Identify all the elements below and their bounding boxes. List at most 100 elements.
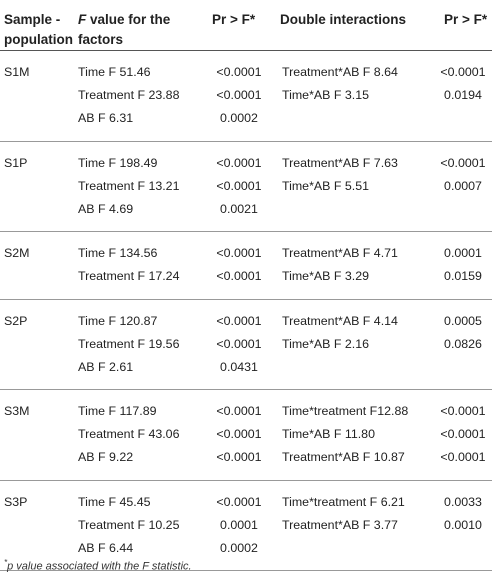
p-value-cell: <0.0001: [216, 88, 262, 102]
header-pr-f: Pr > F*: [212, 12, 256, 27]
interaction-cell: Treatment*AB F 3.77: [282, 517, 398, 532]
sample-group-s3m: S3M Time F 117.89 <0.0001 Time*treatment F1…: [0, 390, 492, 480]
table-row: S3P Time F 45.45 <0.0001 Time*treatment F 6…: [0, 480, 492, 514]
p-value-interaction-cell: [434, 198, 492, 232]
factor-cell: Time F 51.46: [78, 65, 151, 79]
header-sample-population: Sample - population: [4, 12, 73, 47]
factor-cell: AB F 9.22: [78, 450, 134, 464]
p-value-cell: <0.0001: [216, 494, 262, 509]
sample-group-s1p: S1P Time F 198.49 <0.0001 Treatment*AB F 7.…: [0, 141, 492, 232]
p-value-interaction-cell: [434, 107, 492, 141]
header-pr-f-2: Pr > F*: [444, 12, 488, 27]
sample-cell: [0, 514, 74, 537]
p-value-cell: <0.0001: [216, 450, 262, 464]
sample-cell: [0, 333, 74, 356]
p-value-cell: <0.0001: [216, 427, 262, 441]
table-row: Treatment F 13.21 <0.0001 Time*AB F 5.51 0.…: [0, 175, 492, 198]
p-value-cell: 0.0002: [220, 540, 258, 555]
p-value-interaction-cell: 0.0001: [444, 246, 482, 260]
table-row: Treatment F 23.88 <0.0001 Time*AB F 3.15 0.…: [0, 84, 492, 107]
interaction-cell: Time*AB F 11.80: [282, 427, 375, 441]
sample-group-s1m: S1M Time F 51.46 <0.0001 Treatment*AB F 8.6…: [0, 51, 492, 141]
interaction-cell: Treatment*AB F 10.87: [282, 450, 405, 464]
interaction-cell: [276, 537, 434, 571]
interaction-cell: [276, 356, 434, 390]
interaction-cell: Time*AB F 3.15: [282, 88, 369, 102]
table-row: S1M Time F 51.46 <0.0001 Treatment*AB F 8.6…: [0, 51, 492, 85]
p-value-interaction-cell: 0.0010: [444, 517, 482, 532]
table-row: Treatment F 43.06 <0.0001 Time*AB F 11.80 <…: [0, 423, 492, 446]
interaction-cell: Time*AB F 3.29: [282, 269, 369, 283]
factor-cell: Treatment F 17.24: [78, 269, 180, 283]
factor-cell: Treatment F 23.88: [78, 88, 180, 102]
factor-cell: Time F 120.87: [78, 313, 158, 328]
factor-cell: AB F 6.44: [78, 540, 134, 555]
table-row: S2M Time F 134.56 <0.0001 Treatment*AB F 4.…: [0, 232, 492, 266]
p-value-interaction-cell: 0.0033: [444, 494, 482, 509]
sample-cell: [0, 423, 74, 446]
header-double-interactions: Double interactions: [280, 12, 407, 27]
sample-cell: [0, 175, 74, 198]
p-value-interaction-cell: 0.0194: [444, 88, 482, 102]
interaction-cell: Treatment*AB F 7.63: [282, 155, 398, 170]
interaction-cell: Time*AB F 2.16: [282, 336, 369, 351]
sample-cell: [0, 446, 74, 480]
factor-cell: Time F 45.45: [78, 494, 151, 509]
table-row: Treatment F 10.25 0.0001 Treatment*AB F 3.…: [0, 514, 492, 537]
sample-cell: [0, 356, 74, 390]
interaction-cell: Time*AB F 5.51: [282, 178, 369, 193]
sample-cell: S3P: [4, 494, 28, 509]
p-value-interaction-cell: 0.0007: [444, 178, 482, 193]
sample-cell: S3M: [4, 404, 30, 418]
p-value-cell: <0.0001: [216, 65, 262, 79]
sample-cell: [0, 107, 74, 141]
p-value-interaction-cell: <0.0001: [440, 155, 486, 170]
p-value-cell: <0.0001: [216, 178, 262, 193]
p-value-cell: <0.0001: [216, 336, 262, 351]
table-row: Treatment F 17.24 <0.0001 Time*AB F 3.29 0.…: [0, 265, 492, 299]
sample-cell: [0, 198, 74, 232]
sample-cell: S2M: [4, 246, 30, 260]
p-value-interaction-cell: [434, 356, 492, 390]
table-row: S1P Time F 198.49 <0.0001 Treatment*AB F 7.…: [0, 141, 492, 175]
interaction-cell: Treatment*AB F 8.64: [282, 65, 398, 79]
header-f-italic: F: [78, 12, 87, 27]
factor-cell: AB F 4.69: [78, 201, 134, 216]
sample-cell: [0, 265, 74, 299]
p-value-cell: 0.0431: [220, 359, 258, 374]
p-value-interaction-cell: 0.0159: [444, 269, 482, 283]
p-value-interaction-cell: 0.0826: [444, 336, 482, 351]
header-f-value: F value for the factors: [74, 0, 202, 51]
header-f-rest: value for the factors: [78, 12, 171, 47]
footnote: *p value associated with the F statistic…: [4, 556, 192, 574]
sample-cell: S2P: [4, 313, 28, 328]
footnote-marker: *: [4, 558, 8, 567]
interaction-cell: Treatment*AB F 4.71: [282, 246, 398, 260]
table-row: Treatment F 19.56 <0.0001 Time*AB F 2.16 0.…: [0, 333, 492, 356]
interaction-cell: Time*treatment F12.88: [282, 404, 409, 418]
interaction-cell: [276, 107, 434, 141]
sample-cell: S1M: [4, 65, 30, 79]
p-value-cell: 0.0001: [220, 517, 258, 532]
p-value-interaction-cell: [434, 537, 492, 571]
sample-group-s2p: S2P Time F 120.87 <0.0001 Treatment*AB F 4.…: [0, 299, 492, 390]
sample-cell: [0, 84, 74, 107]
sample-group-s2m: S2M Time F 134.56 <0.0001 Treatment*AB F 4.…: [0, 232, 492, 299]
p-value-cell: 0.0021: [220, 201, 258, 216]
table-row: S2P Time F 120.87 <0.0001 Treatment*AB F 4.…: [0, 299, 492, 333]
factor-cell: Treatment F 13.21: [78, 178, 180, 193]
p-value-cell: <0.0001: [216, 269, 262, 283]
factor-cell: Time F 134.56: [78, 246, 158, 260]
p-value-cell: <0.0001: [216, 313, 262, 328]
factor-cell: Time F 117.89: [78, 404, 157, 418]
p-value-cell: <0.0001: [216, 404, 262, 418]
p-value-interaction-cell: <0.0001: [440, 65, 486, 79]
p-value-cell: <0.0001: [216, 155, 262, 170]
p-value-interaction-cell: 0.0005: [444, 313, 482, 328]
table-row: AB F 4.69 0.0021: [0, 198, 492, 232]
factor-cell: Treatment F 43.06: [78, 427, 180, 441]
factor-cell: Treatment F 10.25: [78, 517, 180, 532]
table-header: Sample - population F value for the fact…: [0, 0, 492, 51]
